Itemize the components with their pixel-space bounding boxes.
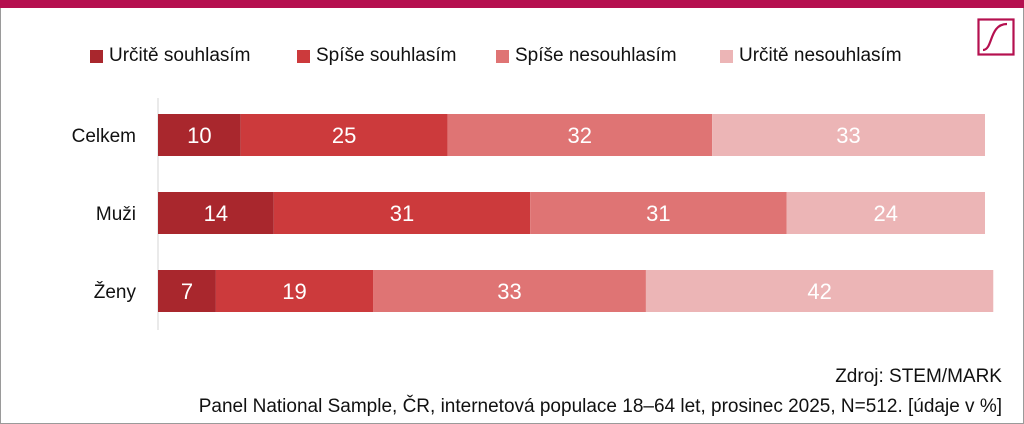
bar-segment: [158, 192, 274, 234]
legend-swatch: [496, 49, 509, 63]
accent-top-bar: [0, 0, 1024, 8]
category-label: Ženy: [94, 281, 137, 303]
source-note: Zdroj: STEM/MARK Panel National Sample, …: [199, 362, 1002, 422]
data-label: 19: [282, 279, 306, 304]
data-label: 42: [807, 279, 831, 304]
data-label: 7: [181, 279, 193, 304]
legend-swatch: [297, 49, 310, 63]
bar-segment: [447, 114, 713, 156]
data-label: 31: [646, 201, 670, 226]
legend-swatch: [90, 49, 103, 63]
legend-item-1: Určitě souhlasím: [90, 44, 251, 68]
legend-item-3: Spíše nesouhlasím: [496, 44, 677, 68]
bar-segment: [712, 114, 985, 156]
legend-label: Určitě nesouhlasím: [739, 45, 902, 66]
bar-segment: [786, 192, 985, 234]
category-label: Celkem: [72, 126, 136, 147]
data-label: 10: [187, 123, 211, 148]
legend-label: Určitě souhlasím: [109, 45, 251, 66]
bar-segment: [530, 192, 787, 234]
bar-segment: [273, 192, 531, 234]
data-label: 33: [497, 279, 521, 304]
data-label: 25: [332, 123, 356, 148]
legend-label: Spíše souhlasím: [316, 45, 457, 66]
data-label: 32: [568, 123, 592, 148]
legend-item-4: Určitě nesouhlasím: [720, 44, 902, 68]
bar-segment: [373, 270, 646, 312]
data-label: 24: [874, 201, 898, 226]
data-label: 14: [204, 201, 228, 226]
bar-segment: [240, 114, 448, 156]
source-line-1: Zdroj: STEM/MARK: [835, 366, 1002, 387]
legend-label: Spíše nesouhlasím: [515, 45, 677, 66]
source-line-2: Panel National Sample, ČR, internetová p…: [198, 396, 1002, 417]
data-label: 31: [390, 201, 414, 226]
legend-item-2: Spíše souhlasím: [297, 44, 456, 68]
bar-segment: [158, 270, 216, 312]
stem-mark-logo-icon: [977, 18, 1015, 56]
bar-segment: [645, 270, 994, 312]
bar-segment: [215, 270, 374, 312]
legend-swatch: [720, 49, 733, 63]
bar-segment: [158, 114, 241, 156]
data-label: 33: [836, 123, 860, 148]
category-label: Muži: [96, 204, 136, 225]
